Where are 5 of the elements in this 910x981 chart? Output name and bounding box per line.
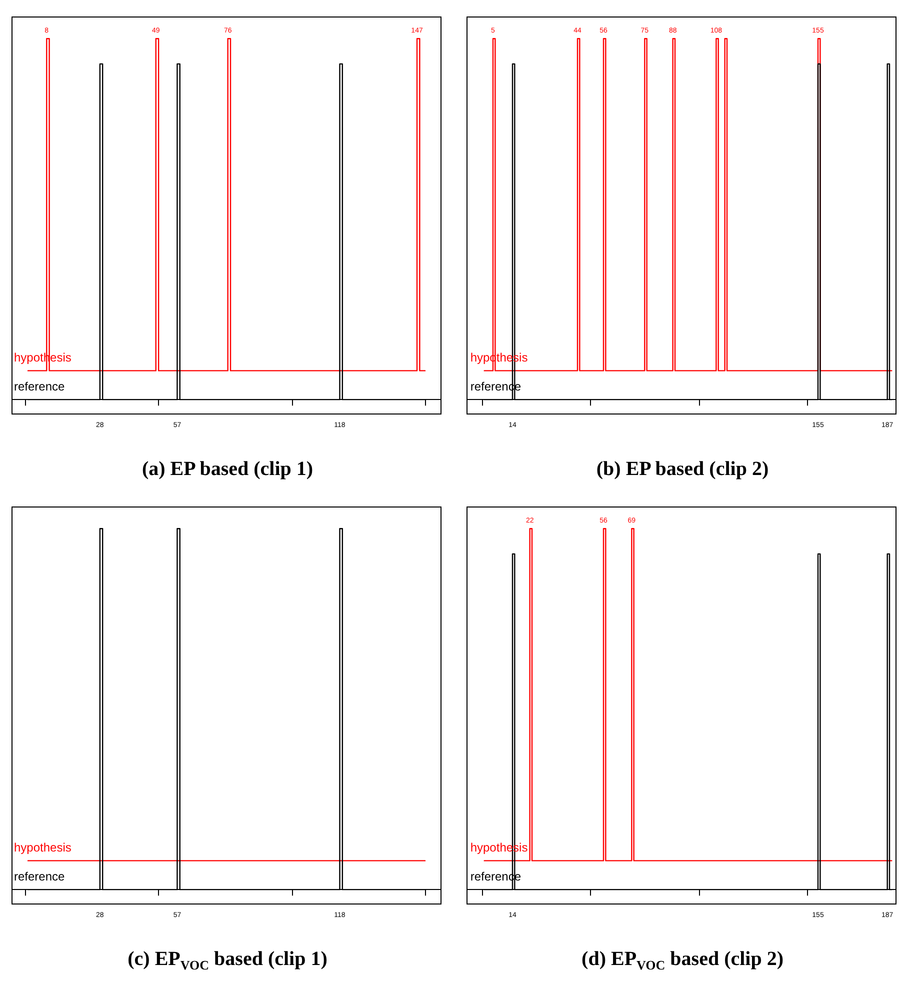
series-label: hypothesis xyxy=(14,840,72,855)
series-label: reference xyxy=(14,870,66,884)
text: (a) EP based (clip 1) xyxy=(142,458,314,480)
text: (b) EP based (clip 2) xyxy=(596,458,769,480)
series-label: reference xyxy=(14,380,66,394)
